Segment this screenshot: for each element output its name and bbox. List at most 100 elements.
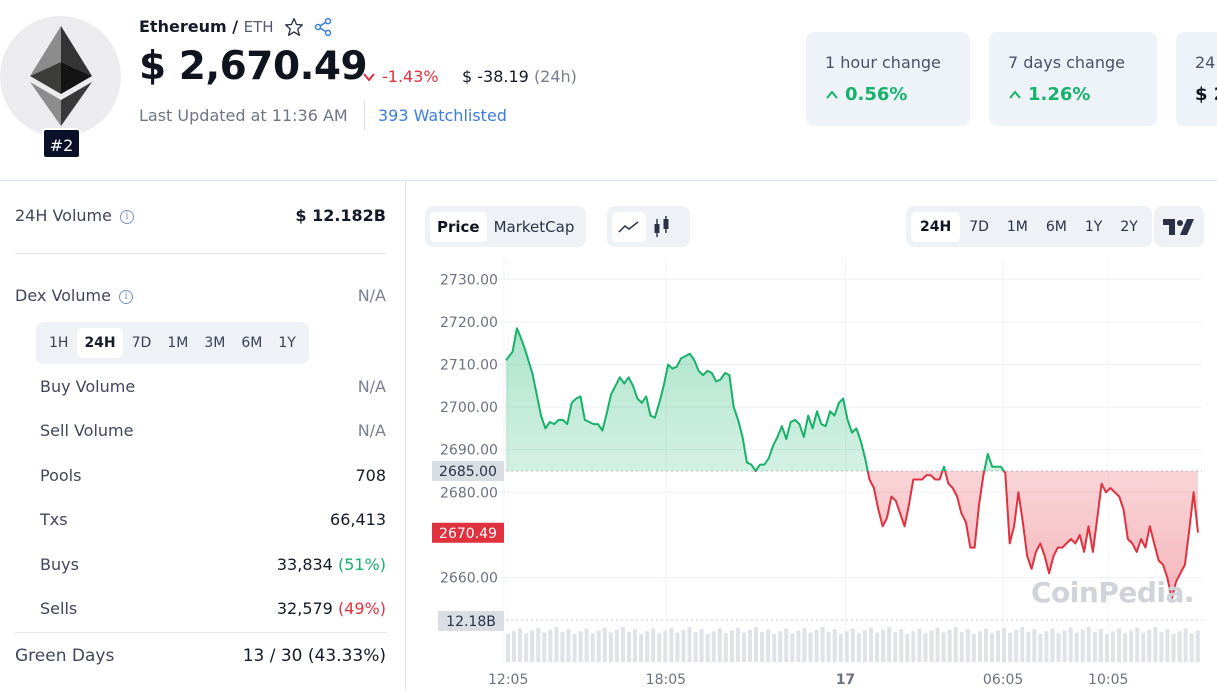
volume-bars bbox=[506, 627, 1200, 662]
volume-bar bbox=[729, 630, 734, 662]
range-tab-3m[interactable]: 3M bbox=[204, 335, 226, 351]
volume-bar bbox=[929, 630, 934, 662]
chart-areas bbox=[506, 328, 1198, 599]
y-tick-label: 2700.00 bbox=[440, 400, 498, 416]
volume-bar bbox=[705, 634, 710, 662]
rank-badge: #2 bbox=[42, 128, 81, 159]
price-change-absolute: $ -38.19 (24h) bbox=[462, 67, 577, 86]
range-tab-1m[interactable]: 1M bbox=[167, 335, 189, 351]
volume-bar bbox=[566, 629, 571, 662]
volume-bar bbox=[1123, 633, 1128, 662]
volume-bar bbox=[687, 627, 692, 662]
volume-bar bbox=[935, 627, 940, 662]
range-tab-1y[interactable]: 1Y bbox=[278, 335, 296, 351]
change-value-text: 0.56% bbox=[845, 84, 908, 105]
volume-bar bbox=[645, 631, 650, 662]
volume-bar bbox=[832, 629, 837, 662]
change-card-label: 24 bbox=[1195, 53, 1216, 72]
baseline-tag: 2685.00 bbox=[439, 464, 497, 480]
volume-bar bbox=[663, 630, 668, 662]
price-chart[interactable]: 2730.00 2720.00 2710.00 2700.00 2690.00 2680.… bbox=[410, 258, 1217, 691]
y-tick-label: 2660.00 bbox=[440, 570, 498, 586]
time-tab-1y[interactable]: 1Y bbox=[1084, 218, 1103, 235]
volume-bar bbox=[754, 627, 759, 662]
volume-bar bbox=[651, 628, 656, 662]
range-tab-7d[interactable]: 7D bbox=[131, 335, 152, 351]
x-tick-label: 17 bbox=[836, 672, 855, 688]
stat-label-text: 24H Volume bbox=[15, 206, 112, 225]
volume-bar bbox=[1044, 631, 1049, 662]
star-icon[interactable] bbox=[284, 17, 304, 37]
line-chart-icon[interactable] bbox=[612, 211, 646, 242]
volume-bar bbox=[826, 631, 831, 662]
volume-bar bbox=[953, 627, 958, 662]
volume-bar bbox=[869, 627, 873, 662]
time-tab-24h[interactable]: 24H bbox=[911, 211, 961, 242]
volume-bar bbox=[760, 631, 765, 662]
stat-label: Buy Volume bbox=[40, 377, 136, 396]
time-tab-7d[interactable]: 7D bbox=[969, 218, 989, 235]
stat-value: 13 / 30 (43.33%) bbox=[242, 646, 386, 666]
stat-label-text: Dex Volume bbox=[15, 286, 111, 305]
stat-value: 708 bbox=[355, 466, 386, 485]
abs-change-period: (24h) bbox=[533, 67, 577, 86]
tab-marketcap[interactable]: MarketCap bbox=[493, 217, 575, 236]
volume-bar bbox=[820, 627, 825, 662]
volume-bar bbox=[802, 627, 807, 662]
volume-bar bbox=[596, 630, 601, 662]
volume-bar bbox=[1135, 627, 1140, 662]
volume-bar bbox=[1008, 632, 1013, 662]
price-line-positive bbox=[505, 327, 1006, 471]
time-tab-1m[interactable]: 1M bbox=[1006, 218, 1028, 235]
volume-bar bbox=[1195, 630, 1200, 662]
volume-bar bbox=[790, 633, 795, 662]
info-icon[interactable]: i bbox=[118, 290, 133, 304]
volume-bar bbox=[911, 631, 916, 662]
time-tab-2y[interactable]: 2Y bbox=[1120, 218, 1138, 235]
stat-value: 32,579 (49%) bbox=[277, 599, 386, 618]
abs-change-value: $ -38.19 bbox=[462, 67, 529, 86]
volume-bar bbox=[808, 632, 813, 662]
y-tick-label: 2710.00 bbox=[440, 357, 498, 373]
volume-bar bbox=[602, 627, 607, 662]
volume-bar bbox=[1159, 631, 1164, 662]
tab-price[interactable]: Price bbox=[430, 211, 487, 242]
range-tab-24h[interactable]: 24H bbox=[77, 328, 123, 358]
tradingview-button[interactable] bbox=[1154, 206, 1204, 247]
current-price-tag: 2670.49 bbox=[439, 526, 497, 542]
tradingview-icon bbox=[1163, 218, 1194, 235]
volume-bar bbox=[1026, 631, 1031, 662]
time-range-tabs: 24H 7D 1M 6M 1Y 2Y bbox=[906, 206, 1152, 247]
volume-bar bbox=[512, 631, 517, 662]
range-tab-6m[interactable]: 6M bbox=[241, 335, 263, 351]
volume-bar bbox=[669, 627, 674, 662]
divider bbox=[15, 632, 386, 633]
volume-bar bbox=[524, 633, 529, 662]
share-icon[interactable] bbox=[313, 17, 333, 37]
volume-bar bbox=[875, 632, 880, 662]
stat-label: Dex Volume i bbox=[15, 286, 133, 305]
chevron-down-icon bbox=[362, 67, 376, 86]
volume-bar bbox=[627, 631, 631, 662]
volume-bar bbox=[675, 632, 680, 662]
change-value-text: 1.26% bbox=[1028, 84, 1091, 105]
range-tab-1h[interactable]: 1H bbox=[49, 335, 69, 351]
volume-bar bbox=[741, 632, 746, 662]
info-icon[interactable]: i bbox=[119, 210, 134, 224]
chevron-up-icon bbox=[825, 84, 839, 105]
volume-bar bbox=[548, 629, 553, 662]
candlestick-icon[interactable] bbox=[646, 212, 678, 242]
time-tab-6m[interactable]: 6M bbox=[1045, 218, 1067, 235]
column-divider bbox=[405, 181, 406, 691]
watchlisted-link[interactable]: 393 Watchlisted bbox=[378, 106, 507, 125]
volume-bar bbox=[1050, 628, 1055, 662]
stat-value: 66,413 bbox=[330, 510, 386, 529]
volume-bar bbox=[681, 629, 686, 662]
divider bbox=[15, 253, 386, 254]
volume-bar bbox=[536, 627, 541, 662]
volume-bar bbox=[1086, 627, 1091, 662]
volume-bar bbox=[554, 627, 559, 662]
stat-label: Green Days bbox=[15, 646, 115, 666]
volume-bar bbox=[1080, 629, 1085, 662]
volume-bar bbox=[735, 627, 740, 662]
